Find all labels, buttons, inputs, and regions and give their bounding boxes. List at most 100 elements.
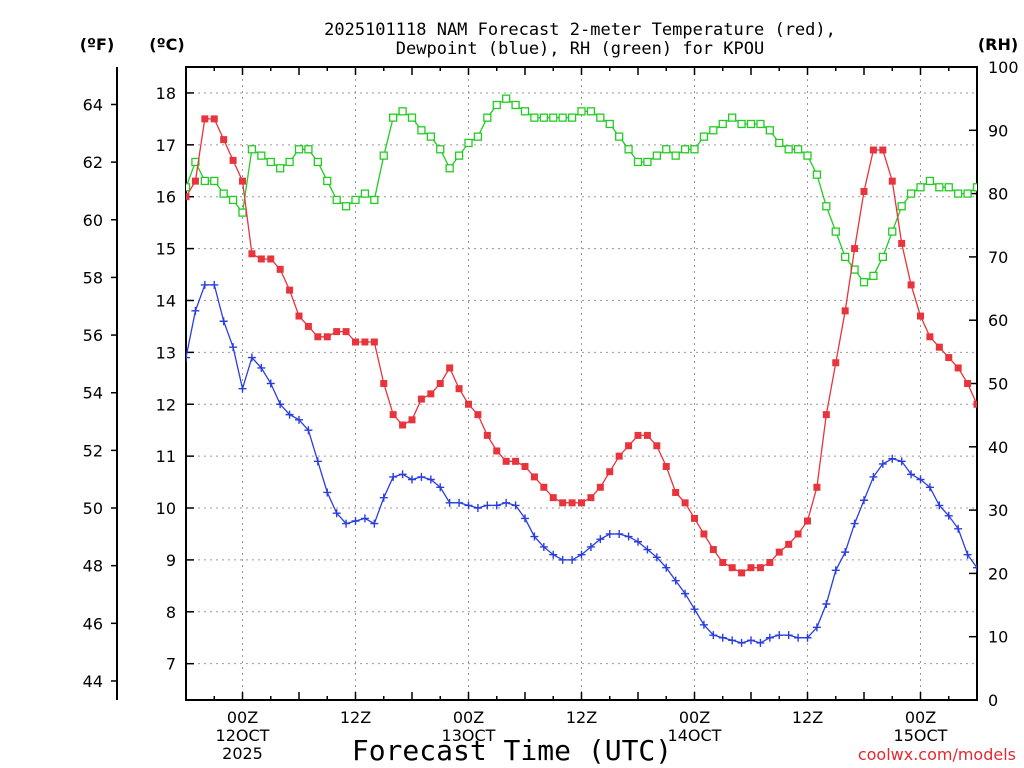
dewpoint-point: [408, 475, 416, 484]
temperature-point: [239, 177, 246, 185]
rh-point: [473, 132, 483, 141]
dewpoint-point: [492, 501, 501, 510]
rh-point: [238, 208, 247, 217]
dewpoint-point: [615, 529, 624, 538]
rh-point: [200, 176, 209, 186]
rh-tick-label: 20: [988, 564, 1008, 583]
dewpoint-point: [728, 636, 737, 645]
temperature-point: [530, 473, 538, 481]
temperature-point: [888, 177, 896, 185]
dewpoint-point: [285, 410, 294, 419]
axes: [116, 66, 978, 701]
rh-point: [709, 126, 718, 135]
temperature-point: [295, 312, 303, 320]
dewpoint-point: [935, 501, 944, 510]
dewpoint-point: [332, 509, 341, 518]
temperature-point: [973, 400, 977, 408]
dewpoint-point: [831, 566, 840, 575]
temperature-point: [352, 338, 359, 346]
temperature-point: [455, 385, 463, 393]
temperature-point: [389, 411, 397, 419]
celsius-unit-label: (ºC): [149, 35, 184, 54]
rh-point: [219, 189, 228, 198]
temperature-point: [907, 281, 915, 289]
fahrenheit-tick-label: 50: [83, 499, 103, 518]
rh-point: [765, 126, 774, 135]
temperature-point: [841, 307, 849, 315]
temperature-point: [540, 483, 548, 491]
dewpoint-point: [389, 472, 398, 481]
dewpoint-point: [313, 457, 322, 466]
dewpoint-point: [690, 605, 699, 614]
celsius-tick-label: 12: [156, 395, 176, 414]
rh-point: [351, 195, 360, 205]
dewpoint-point: [812, 623, 821, 632]
temperature-point: [681, 499, 689, 507]
dewpoint-point: [869, 472, 878, 481]
dewpoint-point: [210, 280, 219, 289]
temperature-point: [747, 564, 755, 572]
rh-point: [294, 145, 304, 154]
rh-point: [332, 195, 341, 205]
plot-frame: [185, 66, 978, 701]
temperature-point: [483, 431, 491, 439]
rh-point: [671, 151, 680, 160]
temperature-point: [427, 390, 435, 398]
dewpoint-point: [276, 400, 285, 409]
dewpoint-point: [568, 555, 577, 564]
x-tick-label: 12Z: [792, 708, 823, 727]
temperature-point: [917, 312, 924, 320]
dewpoint-point: [445, 498, 454, 507]
dewpoint-point: [841, 548, 850, 557]
x-tick-label: 00Z: [453, 708, 484, 727]
rh-point: [831, 227, 840, 236]
rh-point: [662, 145, 671, 154]
temperature-point: [191, 177, 199, 185]
dewpoint-point: [662, 563, 671, 572]
temperature-point: [436, 380, 444, 387]
rh-point: [680, 145, 690, 154]
fahrenheit-tick-label: 56: [83, 326, 103, 345]
temperature-point: [493, 447, 501, 455]
rh-point: [577, 107, 586, 116]
dewpoint-point: [699, 620, 708, 629]
dewpoint-point: [426, 475, 435, 484]
x-tick-label: 15OCT: [894, 726, 948, 745]
fahrenheit-tick-label: 54: [83, 384, 103, 403]
rh-tick-label: 80: [988, 185, 1008, 204]
fahrenheit-tick-label: 64: [83, 95, 103, 114]
dewpoint-point: [878, 459, 887, 468]
temperature-point: [851, 245, 859, 253]
dewpoint-point: [238, 384, 247, 393]
rh-point: [341, 202, 351, 211]
dewpoint-point: [973, 563, 977, 572]
dewpoint-point: [756, 638, 765, 647]
rh-point: [520, 107, 530, 116]
dewpoint-point: [907, 470, 916, 479]
dewpoint-point: [304, 426, 313, 435]
temperature-point: [361, 338, 369, 346]
rh-point: [304, 145, 313, 154]
dewpoint-point: [398, 470, 407, 479]
dewpoint-point: [521, 514, 529, 523]
dewpoint-point: [775, 631, 784, 640]
dewpoint-point: [511, 501, 520, 510]
rh-point: [775, 138, 784, 148]
x-tick-label: 2025: [222, 744, 263, 763]
fahrenheit-tick-label: 44: [83, 672, 103, 691]
rh-point: [878, 252, 887, 262]
celsius-tick-label: 7: [166, 655, 176, 674]
temperature-point: [615, 452, 623, 460]
celsius-tick-label: 9: [166, 551, 176, 570]
plot-clip-group: [186, 94, 977, 647]
dewpoint-point: [925, 483, 934, 492]
rh-point: [492, 100, 501, 110]
temperature-point: [596, 483, 604, 491]
rh-tick-label: 40: [988, 438, 1008, 457]
dewpoint-point: [803, 633, 812, 642]
dewpoint-point: [652, 553, 661, 562]
dewpoint-point: [681, 589, 690, 598]
temperature-point: [333, 328, 341, 336]
rh-point: [186, 183, 191, 192]
temperature-point: [304, 322, 312, 330]
